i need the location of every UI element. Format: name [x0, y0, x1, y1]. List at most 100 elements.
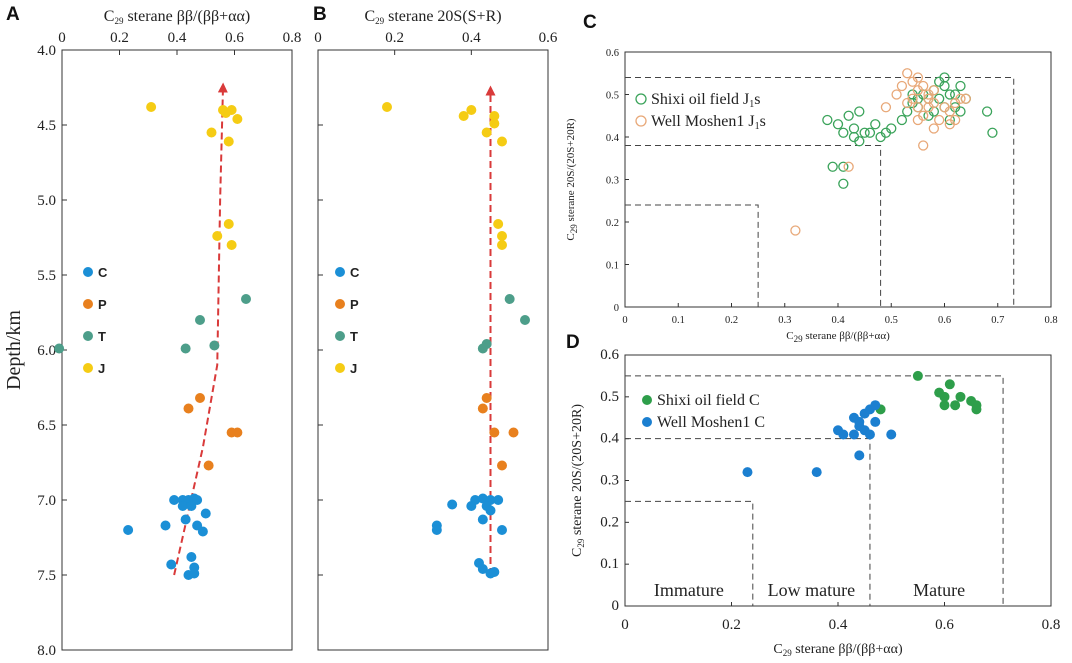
data-point-shixi — [912, 370, 923, 381]
data-point-c — [197, 526, 208, 537]
data-point-j — [458, 111, 469, 121]
panel-d: D 0 0.2 0.4 0.6 0.8 0 0.1 0.2 0.3 0.4 0.5 0.6 C29 ste… — [566, 332, 1060, 658]
maturity-boundary — [625, 204, 759, 307]
x-tick-label: 0.4 — [168, 30, 187, 46]
y-tick-label: 4.5 — [37, 118, 56, 134]
data-point-moshen — [864, 429, 875, 440]
legend-marker-j — [335, 363, 345, 373]
data-point-shixi — [870, 119, 881, 130]
data-point-moshen — [934, 114, 945, 126]
data-point-shixi — [854, 136, 865, 147]
y-tick-label: 0.2 — [600, 514, 619, 530]
x-tick-label: 0.7 — [991, 315, 1004, 326]
data-point-shixi — [864, 127, 876, 138]
x-tick-label: 0.4 — [462, 30, 481, 46]
data-point-p — [481, 393, 492, 403]
data-point-j — [146, 102, 157, 112]
y-tick-label: 5.5 — [37, 268, 56, 284]
data-point-j — [489, 111, 500, 121]
data-point-shixi — [827, 161, 838, 172]
data-point-c — [497, 525, 507, 535]
y-tick-label: 0.6 — [606, 48, 619, 59]
trend-arrow — [173, 82, 228, 576]
y-tick-label: 5.0 — [37, 193, 56, 209]
data-point-c — [180, 514, 191, 525]
data-point-c — [200, 508, 211, 519]
legend-label: J — [98, 361, 105, 376]
maturity-boundary — [625, 375, 1004, 606]
x-axis-title: C29 sterane ββ/(ββ+αα) — [773, 642, 903, 658]
data-point-c — [186, 552, 197, 562]
y-tick-label: 0.2 — [606, 218, 619, 229]
data-point-moshen — [955, 93, 966, 104]
data-point-p — [183, 403, 194, 414]
data-point-j — [493, 219, 504, 229]
x-tick-label: 0 — [314, 30, 322, 46]
data-point-moshen — [923, 89, 934, 100]
data-point-c — [493, 495, 504, 505]
data-point-j — [232, 114, 243, 124]
data-point-moshen — [912, 114, 924, 126]
data-point-moshen — [918, 80, 929, 92]
data-point-p — [497, 460, 507, 471]
data-point-moshen — [902, 97, 913, 109]
y-tick-label: 0.6 — [600, 347, 619, 363]
legend-label: C — [350, 265, 360, 280]
x-tick-label: 0.4 — [829, 617, 848, 633]
data-point-j — [382, 102, 392, 112]
data-point-c — [489, 567, 500, 577]
data-point-shixi — [832, 119, 844, 130]
y-tick-label: 0.3 — [606, 176, 619, 187]
y-axis-title: Depth/km — [3, 310, 25, 390]
data-point-p — [195, 393, 205, 403]
data-point-j — [497, 240, 507, 250]
data-point-c — [466, 501, 477, 511]
legend-label-shixi: Shixi oil field C — [657, 392, 760, 409]
data-point-moshen — [896, 80, 908, 92]
legend-label-moshen: Well Moshen1 C — [657, 414, 765, 431]
data-point-t — [209, 340, 220, 351]
y-tick-label: 0.5 — [606, 91, 619, 102]
y-tick-label: 0.4 — [606, 133, 620, 144]
data-point-shixi — [896, 114, 908, 126]
data-point-shixi — [981, 106, 993, 117]
legend-label: J — [350, 361, 357, 376]
data-point-shixi — [955, 80, 966, 92]
data-point-shixi — [944, 379, 955, 390]
x-tick-label: 0.4 — [831, 315, 845, 326]
data-point-j — [497, 136, 507, 147]
data-point-shixi — [843, 110, 854, 121]
x-axis-title: C29 sterane ββ/(ββ+αα) — [786, 330, 890, 344]
legend-label-moshen: Well Moshen1 J1s — [651, 113, 766, 132]
data-point-moshen — [902, 68, 913, 79]
zone-label: Mature — [913, 580, 965, 600]
data-point-shixi — [838, 127, 849, 138]
data-point-shixi — [950, 400, 961, 411]
legend-label-shixi: Shixi oil field J1s — [651, 91, 760, 110]
panel-letter: B — [313, 4, 327, 25]
legend-marker-shixi — [642, 395, 652, 405]
data-point-moshen — [928, 97, 939, 109]
zone-label: Immature — [654, 580, 724, 600]
data-point-t — [504, 294, 515, 304]
data-point-j — [489, 118, 500, 129]
data-point-t — [54, 343, 65, 354]
data-point-moshen — [880, 102, 892, 113]
data-point-moshen — [854, 450, 865, 461]
panel-b: B 0 0.2 0.4 0.6 C29 sterane 20S(S+R) C P T J — [313, 4, 558, 651]
x-tick-label: 0.6 — [539, 30, 558, 46]
y-tick-label: 4.0 — [37, 43, 56, 59]
panel-letter: D — [566, 332, 580, 353]
y-tick-label: 0.3 — [600, 473, 619, 489]
data-point-c — [431, 525, 442, 535]
y-tick-label: 7.5 — [37, 568, 56, 584]
data-point-j — [220, 108, 231, 118]
data-point-moshen — [960, 93, 971, 104]
legend-marker-shixi — [635, 93, 647, 105]
y-axis-title: C29 sterane 20S/(20S+20R) — [565, 118, 579, 240]
data-point-t — [180, 343, 191, 354]
data-point-p — [232, 427, 243, 438]
data-point-moshen — [843, 161, 854, 172]
data-point-moshen — [742, 467, 753, 478]
x-tick-label: 0 — [621, 617, 629, 633]
